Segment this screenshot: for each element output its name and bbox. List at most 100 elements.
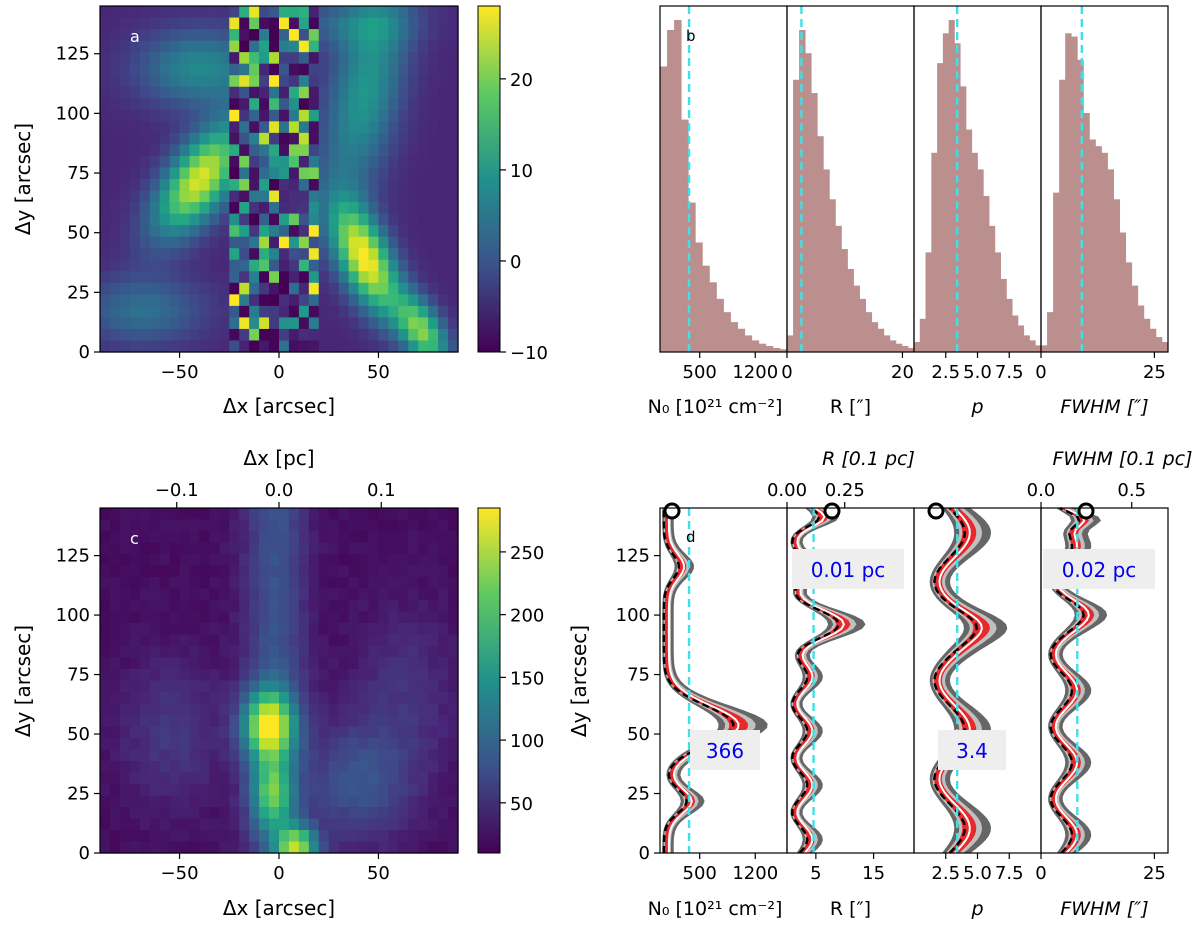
heatmap-cell bbox=[348, 340, 360, 353]
heatmap-cell bbox=[119, 692, 131, 705]
heatmap-cell bbox=[358, 317, 370, 330]
histogram-bar bbox=[871, 322, 879, 352]
heatmap-cell bbox=[308, 519, 320, 532]
heatmap-cell bbox=[149, 75, 161, 88]
heatmap-cell bbox=[368, 63, 380, 76]
heatmap-cell bbox=[378, 738, 389, 751]
heatmap-cell bbox=[109, 519, 121, 532]
heatmap-cell bbox=[418, 132, 429, 145]
panel-d-profile-2: 0.01 pc5 15R [″]0.00 0.25R [0.1 pc] bbox=[767, 448, 915, 920]
heatmap-cell bbox=[388, 294, 399, 307]
heatmap-cell bbox=[109, 40, 121, 53]
heatmap-cell bbox=[428, 646, 439, 659]
heatmap-cell bbox=[279, 40, 290, 53]
heatmap-cell bbox=[189, 282, 201, 295]
heatmap-cell bbox=[408, 554, 419, 567]
heatmap-cell bbox=[239, 271, 250, 284]
heatmap-cell bbox=[139, 795, 151, 808]
heatmap-cell bbox=[328, 340, 340, 353]
heatmap-cell bbox=[259, 259, 270, 272]
heatmap-cell bbox=[149, 772, 161, 785]
heatmap-cell bbox=[368, 749, 380, 762]
heatmap-cell bbox=[328, 657, 340, 670]
heatmap-cell bbox=[368, 190, 380, 203]
heatmap-cell bbox=[109, 611, 121, 624]
heatmap-cell bbox=[328, 738, 340, 751]
heatmap-cell bbox=[279, 508, 290, 521]
heatmap-cell bbox=[159, 236, 171, 249]
heatmap-cell bbox=[239, 317, 250, 330]
heatmap-cell bbox=[438, 190, 449, 203]
heatmap-cell bbox=[209, 692, 220, 705]
heatmap-cell bbox=[249, 519, 260, 532]
heatmap-cell bbox=[129, 317, 141, 330]
heatmap-cell bbox=[298, 340, 310, 353]
heatmap-cell bbox=[418, 565, 429, 578]
heatmap-cell bbox=[418, 784, 429, 797]
heatmap-cell bbox=[209, 588, 220, 601]
heatmap-cell bbox=[119, 841, 131, 854]
heatmap-cell bbox=[219, 807, 230, 820]
heatmap-cell bbox=[279, 623, 290, 636]
heatmap-cell bbox=[169, 680, 181, 693]
heatmap-cell bbox=[239, 29, 250, 42]
heatmap-cell bbox=[358, 225, 370, 238]
heatmap-cell bbox=[338, 6, 350, 19]
heatmap-cell bbox=[209, 611, 220, 624]
heatmap-cell bbox=[398, 784, 409, 797]
heatmap-cell bbox=[159, 749, 171, 762]
heatmap-cell bbox=[239, 248, 250, 261]
heatmap-cell bbox=[388, 213, 399, 226]
heatmap-cell bbox=[249, 248, 260, 261]
heatmap-cell bbox=[229, 669, 240, 682]
heatmap-cell bbox=[269, 657, 280, 670]
heatmap-cell bbox=[378, 669, 389, 682]
heatmap-cell bbox=[438, 340, 449, 353]
heatmap-cell bbox=[259, 634, 270, 647]
heatmap-cell bbox=[338, 305, 350, 318]
heatmap-cell bbox=[279, 761, 290, 774]
heatmap-cell bbox=[239, 554, 250, 567]
heatmap-cell bbox=[179, 109, 191, 122]
heatmap-cell bbox=[318, 772, 330, 785]
heatmap-cell bbox=[149, 132, 161, 145]
colorbar-tick-label: 100 bbox=[510, 731, 544, 752]
x-tick-label: 5 bbox=[810, 863, 821, 884]
heatmap-cell bbox=[418, 554, 429, 567]
heatmap-cell bbox=[438, 830, 449, 843]
heatmap-cell bbox=[259, 818, 270, 831]
heatmap-cell bbox=[229, 795, 240, 808]
heatmap-cell bbox=[179, 657, 191, 670]
heatmap-cell bbox=[269, 703, 280, 716]
heatmap-cell bbox=[438, 294, 449, 307]
heatmap-cell bbox=[398, 132, 409, 145]
heatmap-cell bbox=[259, 680, 270, 693]
heatmap-cell bbox=[119, 17, 131, 30]
heatmap-cell bbox=[378, 508, 389, 521]
heatmap-cell bbox=[288, 611, 300, 624]
heatmap-cell bbox=[259, 236, 270, 249]
heatmap-cell bbox=[249, 144, 260, 157]
heatmap-cell bbox=[348, 692, 360, 705]
heatmap-cell bbox=[279, 772, 290, 785]
heatmap-cell bbox=[129, 749, 141, 762]
heatmap-cell bbox=[159, 17, 171, 30]
heatmap-cell bbox=[229, 29, 240, 42]
heatmap-cell bbox=[229, 634, 240, 647]
heatmap-cell bbox=[139, 282, 151, 295]
heatmap-cell bbox=[368, 317, 380, 330]
heatmap-cell bbox=[189, 294, 201, 307]
heatmap-cell bbox=[100, 818, 111, 831]
heatmap-cell bbox=[149, 807, 161, 820]
heatmap-cell bbox=[408, 63, 419, 76]
heatmap-cell bbox=[129, 29, 141, 42]
heatmap-cell bbox=[388, 646, 399, 659]
heatmap-cell bbox=[100, 795, 111, 808]
heatmap-cell bbox=[139, 248, 151, 261]
histogram-bar bbox=[895, 343, 903, 352]
heatmap-cell bbox=[348, 623, 360, 636]
heatmap-cell bbox=[169, 167, 181, 180]
heatmap-cell bbox=[189, 236, 201, 249]
heatmap-cell bbox=[239, 190, 250, 203]
heatmap-cell bbox=[358, 749, 370, 762]
